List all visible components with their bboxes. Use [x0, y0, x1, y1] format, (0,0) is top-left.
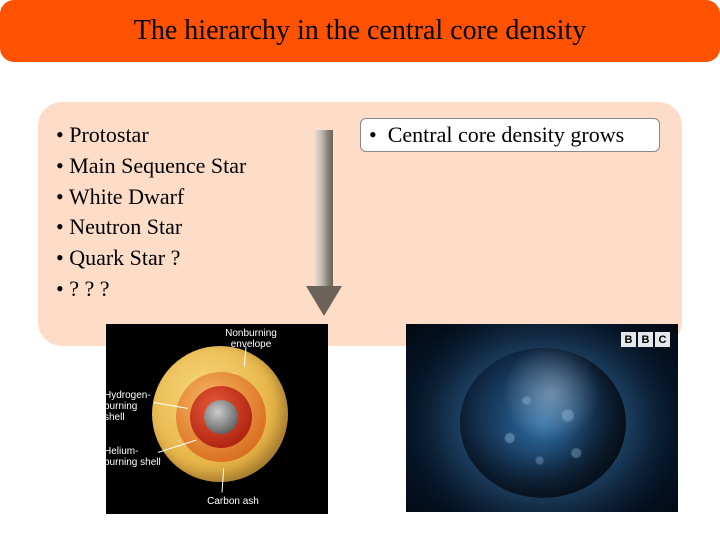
label-h-shell: Hydrogen-burning shell [104, 390, 158, 423]
list-item-label: Quark Star ? [69, 245, 180, 270]
list-item: • Quark Star ? [56, 243, 246, 274]
list-item-label: ? ? ? [69, 276, 109, 301]
list-item-label: Main Sequence Star [69, 153, 246, 178]
hierarchy-list: • Protostar • Main Sequence Star • White… [56, 120, 246, 305]
down-arrow-icon [306, 130, 342, 320]
list-item: • Protostar [56, 120, 246, 151]
list-item-label: Protostar [69, 122, 148, 147]
callout-text: Central core density grows [388, 122, 624, 148]
label-nonburning: Nonburning envelope [211, 328, 291, 350]
stellar-layers-figure: Nonburning envelope Hydrogen-burning she… [106, 324, 328, 514]
density-callout: • Central core density grows [360, 118, 660, 152]
list-item: • ? ? ? [56, 274, 246, 305]
title-bar: The hierarchy in the central core densit… [0, 0, 720, 62]
list-item: • Neutron Star [56, 212, 246, 243]
label-carbon: Carbon ash [198, 496, 268, 507]
page-title: The hierarchy in the central core densit… [134, 15, 586, 47]
content-panel: • Protostar • Main Sequence Star • White… [38, 102, 682, 346]
list-item-label: White Dwarf [69, 184, 184, 209]
list-item-label: Neutron Star [69, 214, 182, 239]
bbc-logo-icon: B B C [621, 332, 670, 347]
list-item: • Main Sequence Star [56, 151, 246, 182]
planet-render [460, 348, 626, 498]
list-item: • White Dwarf [56, 182, 246, 213]
bbc-star-figure: B B C [406, 324, 678, 512]
label-he-shell: Helium-burning shell [104, 446, 162, 468]
